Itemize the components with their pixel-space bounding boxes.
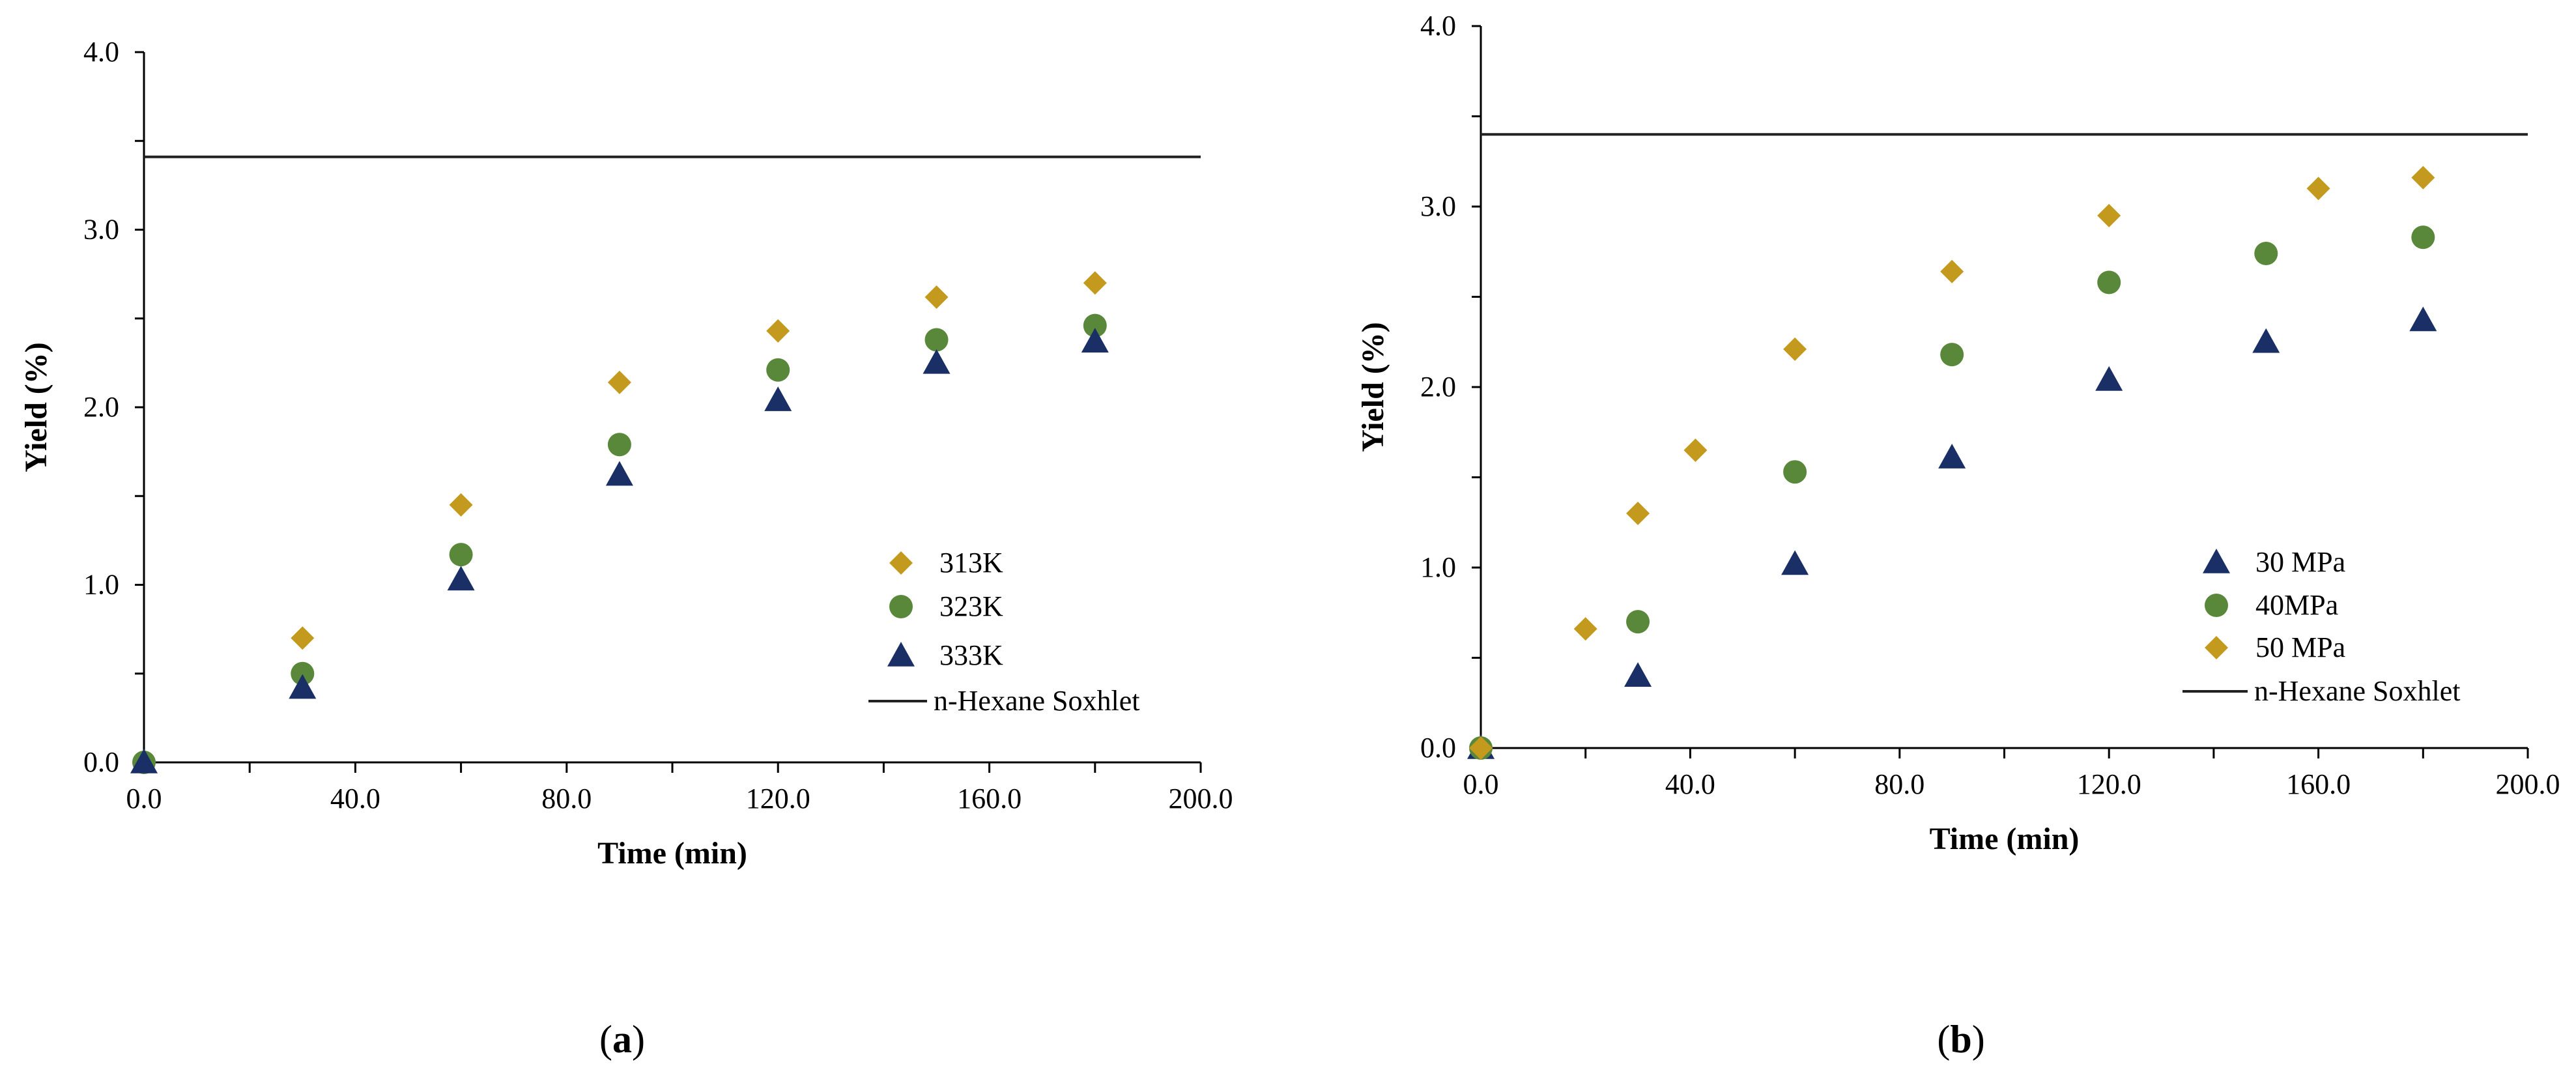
- data-point: [1683, 438, 1708, 462]
- legend-marker: [889, 595, 913, 618]
- legend-marker: [889, 551, 913, 575]
- y-axis-title: Yield (%): [19, 342, 53, 472]
- legend-label: 50 MPa: [2255, 631, 2345, 663]
- series-333k: [130, 328, 1109, 773]
- data-point: [291, 626, 315, 650]
- data-point: [130, 749, 158, 773]
- data-point: [1783, 460, 1807, 484]
- data-point: [1938, 444, 1966, 468]
- legend-label: 30 MPa: [2255, 546, 2345, 578]
- data-point: [607, 433, 631, 457]
- x-tick-label: 200.0: [2496, 768, 2560, 800]
- caption-letter: b: [1950, 1018, 1971, 1061]
- x-axis-title: Time (min): [597, 836, 747, 871]
- legend-marker: [2203, 549, 2230, 573]
- data-point: [1469, 736, 1493, 760]
- y-tick-label: 0.0: [83, 746, 119, 778]
- data-point: [289, 674, 317, 699]
- x-tick-label: 0.0: [126, 783, 162, 814]
- data-point: [1626, 501, 1650, 525]
- x-axis-title: Time (min): [1930, 822, 2080, 856]
- x-tick-label: 0.0: [1463, 768, 1499, 800]
- y-tick-label: 4.0: [83, 36, 119, 68]
- panel-caption: (b): [1937, 1018, 1984, 1061]
- data-point: [924, 285, 949, 310]
- data-point: [1783, 337, 1807, 361]
- data-point: [291, 661, 315, 685]
- legend: 30 MPa 40MPa 50 MPa n-Hexane Soxhlet: [2182, 546, 2460, 707]
- y-tick-label: 3.0: [83, 214, 119, 246]
- data-point: [1083, 271, 1107, 295]
- chart-panel-b: 0.0 40.0 80.0 120.0 160.0 200.0 0.0 1.0 2.0 3.0 4.…: [1356, 10, 2560, 1061]
- legend-label: 40MPa: [2255, 589, 2338, 621]
- data-point: [924, 328, 949, 352]
- data-point: [447, 566, 475, 591]
- data-point: [605, 461, 633, 486]
- legend-marker: [2205, 594, 2228, 617]
- y-axis-title: Yield (%): [1356, 322, 1390, 452]
- data-point: [2411, 166, 2435, 190]
- legend-label: 323K: [939, 590, 1003, 622]
- series-50-mpa: [1469, 166, 2435, 760]
- series-40mpa: [1469, 225, 2435, 760]
- caption-close-paren: ): [632, 1018, 645, 1061]
- data-point: [1626, 610, 1650, 634]
- legend-label: 313K: [939, 547, 1003, 579]
- data-point: [2411, 225, 2435, 250]
- y-tick-label: 1.0: [83, 569, 119, 601]
- x-tick-label: 120.0: [746, 783, 810, 814]
- data-point: [1573, 617, 1597, 641]
- data-point: [2095, 366, 2123, 391]
- x-tick-label: 40.0: [1665, 768, 1715, 800]
- data-point: [2254, 242, 2278, 266]
- x-tick-label: 200.0: [1169, 783, 1233, 814]
- legend-label: n-Hexane Soxhlet: [2254, 675, 2460, 707]
- data-point: [2252, 328, 2280, 353]
- chart-panel-a: 0.0 40.0 80.0 120.0 160.0 200.0 0.0 1.0 2.0 3.0 4.…: [19, 36, 1233, 1061]
- data-point: [766, 358, 790, 382]
- data-point: [449, 493, 473, 517]
- data-point: [1940, 343, 1964, 367]
- y-tick-label: 0.0: [1420, 732, 1456, 764]
- data-point: [2306, 177, 2330, 201]
- legend-label: n-Hexane Soxhlet: [934, 685, 1139, 717]
- data-point: [1083, 313, 1107, 338]
- y-tick-label: 1.0: [1420, 551, 1456, 583]
- data-point: [449, 543, 473, 567]
- y-tick-label: 4.0: [1420, 10, 1456, 42]
- legend-marker: [2205, 636, 2228, 659]
- data-point: [1081, 328, 1109, 353]
- panel-caption: (a): [599, 1018, 645, 1061]
- data-point: [1781, 550, 1809, 575]
- series-323k: [132, 313, 1107, 774]
- legend: 313K 323K 333K n-Hexane Soxhlet: [868, 547, 1139, 717]
- y-tick-label: 2.0: [1420, 371, 1456, 403]
- x-tick-label: 40.0: [330, 783, 380, 814]
- caption-close-paren: ): [1972, 1018, 1985, 1061]
- x-tick-label: 160.0: [957, 783, 1022, 814]
- caption-letter: a: [612, 1018, 632, 1061]
- data-point: [766, 319, 790, 343]
- legend-label: 333K: [939, 639, 1003, 671]
- data-point: [923, 349, 951, 374]
- x-tick-label: 80.0: [541, 783, 592, 814]
- data-point: [764, 386, 792, 411]
- caption-open-paren: (: [599, 1018, 612, 1061]
- data-point: [2409, 306, 2437, 332]
- data-point: [2097, 270, 2121, 295]
- caption-open-paren: (: [1937, 1018, 1950, 1061]
- x-tick-label: 120.0: [2077, 768, 2141, 800]
- x-tick-label: 160.0: [2286, 768, 2351, 800]
- legend-marker: [887, 642, 915, 667]
- y-tick-label: 2.0: [83, 391, 119, 423]
- data-point: [1940, 259, 1964, 283]
- x-tick-label: 80.0: [1874, 768, 1925, 800]
- data-point: [607, 370, 631, 394]
- data-point: [2097, 203, 2121, 227]
- data-point: [1624, 662, 1652, 687]
- y-tick-label: 3.0: [1420, 190, 1456, 222]
